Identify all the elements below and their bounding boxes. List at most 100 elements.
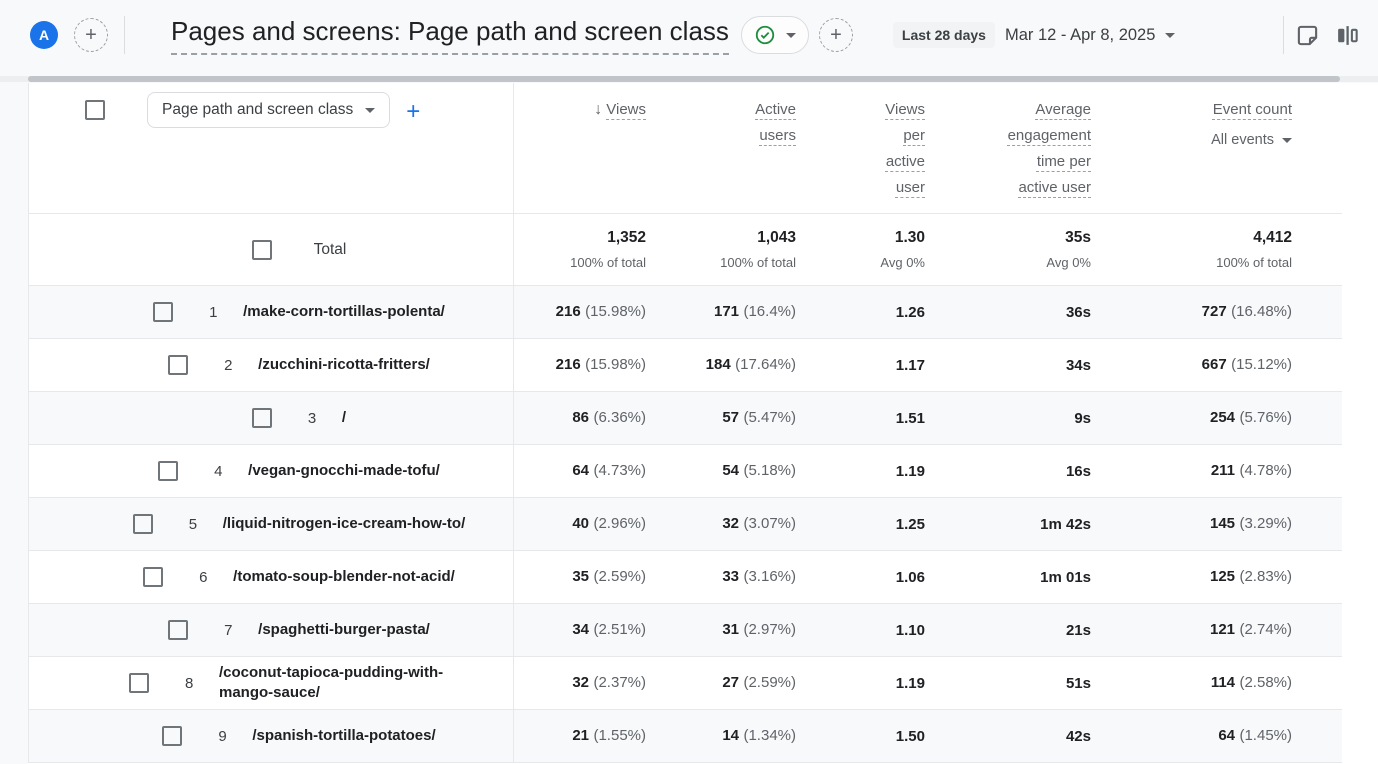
total-engagement-time: 35s Avg 0%: [925, 214, 1091, 285]
row-checkbox[interactable]: [168, 620, 188, 640]
row-checkbox[interactable]: [168, 355, 188, 375]
views-per-user-cell: 1.06: [796, 551, 925, 603]
active-users-cell: 184 (17.64%): [646, 339, 796, 391]
chevron-down-icon: [1282, 138, 1292, 143]
header-divider: [1283, 16, 1284, 54]
date-preset-badge: Last 28 days: [893, 22, 995, 48]
row-number: 9: [218, 728, 232, 745]
scrollbar-thumb[interactable]: [28, 76, 1340, 82]
dimension-selector-dropdown[interactable]: Page path and screen class: [147, 92, 390, 128]
report-table: Page path and screen class + ↓Views Acti…: [28, 83, 1342, 763]
left-gutter: [0, 83, 28, 764]
comparison-panel-icon[interactable]: [1330, 18, 1364, 52]
active-users-cell: 33 (3.16%): [646, 551, 796, 603]
views-per-user-cell: 1.50: [796, 710, 925, 762]
engagement-time-cell: 1m 01s: [925, 551, 1091, 603]
total-label: Total: [314, 241, 347, 259]
table-body: 1 /make-corn-tortillas-polenta/ 216 (15.…: [29, 286, 1342, 763]
date-range-selector[interactable]: Mar 12 - Apr 8, 2025: [1005, 26, 1175, 45]
page-path: /liquid-nitrogen-ice-cream-how-to/: [223, 514, 466, 534]
row-checkbox[interactable]: [153, 302, 173, 322]
engagement-time-cell: 34s: [925, 339, 1091, 391]
row-checkbox[interactable]: [133, 514, 153, 534]
date-range-label: Mar 12 - Apr 8, 2025: [1005, 26, 1155, 45]
add-card-button[interactable]: +: [74, 18, 108, 52]
event-count-cell: 254 (5.76%): [1091, 392, 1292, 444]
views-per-user-cell: 1.17: [796, 339, 925, 391]
event-filter-label: All events: [1211, 132, 1274, 148]
views-per-user-cell: 1.19: [796, 445, 925, 497]
event-count-cell: 121 (2.74%): [1091, 604, 1292, 656]
add-comparison-button[interactable]: +: [819, 18, 853, 52]
table-row: 2 /zucchini-ricotta-fritters/ 216 (15.98…: [29, 339, 1342, 392]
sort-descending-icon: ↓: [594, 101, 602, 119]
total-active-users: 1,043 100% of total: [646, 214, 796, 285]
event-count-cell: 64 (1.45%): [1091, 710, 1292, 762]
page-path: /coconut-tapioca-pudding-with-mango-sauc…: [219, 663, 469, 703]
active-users-cell: 31 (2.97%): [646, 604, 796, 656]
table-row: 3 / 86 (6.36%) 57 (5.47%) 1.51 9s 254 (5…: [29, 392, 1342, 445]
row-checkbox[interactable]: [143, 567, 163, 587]
plus-icon: +: [830, 24, 842, 47]
column-label: Views per active user: [879, 97, 925, 201]
total-event-count: 4,412 100% of total: [1091, 214, 1292, 285]
insights-icon[interactable]: [1290, 18, 1324, 52]
total-row-checkbox[interactable]: [252, 240, 272, 260]
page-path: /tomato-soup-blender-not-acid/: [233, 567, 455, 587]
select-all-checkbox[interactable]: [85, 100, 105, 120]
chevron-down-icon: [786, 33, 796, 38]
column-header-active-users[interactable]: Active users: [646, 83, 796, 213]
total-views: 1,352 100% of total: [513, 214, 646, 285]
row-number: 6: [199, 569, 213, 586]
engagement-time-cell: 1m 42s: [925, 498, 1091, 550]
table-row: 8 /coconut-tapioca-pudding-with-mango-sa…: [29, 657, 1342, 710]
horizontal-scrollbar: [0, 70, 1378, 83]
column-header-avg-engagement-time[interactable]: Average engagement time per active user: [925, 83, 1091, 213]
event-count-cell: 114 (2.58%): [1091, 657, 1292, 709]
row-number: 5: [189, 516, 203, 533]
row-number: 7: [224, 622, 238, 639]
row-checkbox[interactable]: [252, 408, 272, 428]
row-number: 8: [185, 675, 199, 692]
report-status-dropdown[interactable]: [741, 16, 809, 54]
event-count-cell: 125 (2.83%): [1091, 551, 1292, 603]
chevron-down-icon: [365, 108, 375, 113]
row-checkbox[interactable]: [158, 461, 178, 481]
row-checkbox[interactable]: [162, 726, 182, 746]
views-cell: 40 (2.96%): [513, 498, 646, 550]
engagement-time-cell: 9s: [925, 392, 1091, 444]
page-path: /vegan-gnocchi-made-tofu/: [248, 461, 440, 481]
table-row: 4 /vegan-gnocchi-made-tofu/ 64 (4.73%) 5…: [29, 445, 1342, 498]
table-header-row: Page path and screen class + ↓Views Acti…: [29, 83, 1342, 214]
page-path: /spanish-tortilla-potatoes/: [252, 726, 435, 746]
total-views-per-user: 1.30 Avg 0%: [796, 214, 925, 285]
check-circle-icon: [754, 24, 776, 46]
table-total-row: Total 1,352 100% of total 1,043 100% of …: [29, 214, 1342, 286]
plus-icon: +: [85, 24, 97, 47]
views-per-user-cell: 1.25: [796, 498, 925, 550]
engagement-time-cell: 51s: [925, 657, 1091, 709]
event-count-cell: 727 (16.48%): [1091, 286, 1292, 338]
active-users-cell: 27 (2.59%): [646, 657, 796, 709]
row-checkbox[interactable]: [129, 673, 149, 693]
event-count-cell: 145 (3.29%): [1091, 498, 1292, 550]
column-header-views[interactable]: ↓Views: [513, 83, 646, 213]
views-per-user-cell: 1.51: [796, 392, 925, 444]
active-users-cell: 32 (3.07%): [646, 498, 796, 550]
header-divider: [124, 16, 125, 54]
page-path: /spaghetti-burger-pasta/: [258, 620, 430, 640]
page-path: /zucchini-ricotta-fritters/: [258, 355, 430, 375]
engagement-time-cell: 21s: [925, 604, 1091, 656]
table-row: 1 /make-corn-tortillas-polenta/ 216 (15.…: [29, 286, 1342, 339]
views-cell: 35 (2.59%): [513, 551, 646, 603]
account-avatar[interactable]: A: [30, 21, 58, 49]
dimension-selector-label: Page path and screen class: [162, 101, 353, 119]
column-header-views-per-active-user[interactable]: Views per active user: [796, 83, 925, 213]
engagement-time-cell: 42s: [925, 710, 1091, 762]
report-title[interactable]: Pages and screens: Page path and screen …: [171, 16, 729, 55]
add-dimension-button[interactable]: +: [406, 100, 420, 124]
column-header-event-count[interactable]: Event count All events: [1091, 83, 1292, 213]
views-per-user-cell: 1.19: [796, 657, 925, 709]
event-filter-dropdown[interactable]: All events: [1211, 132, 1292, 148]
views-cell: 86 (6.36%): [513, 392, 646, 444]
